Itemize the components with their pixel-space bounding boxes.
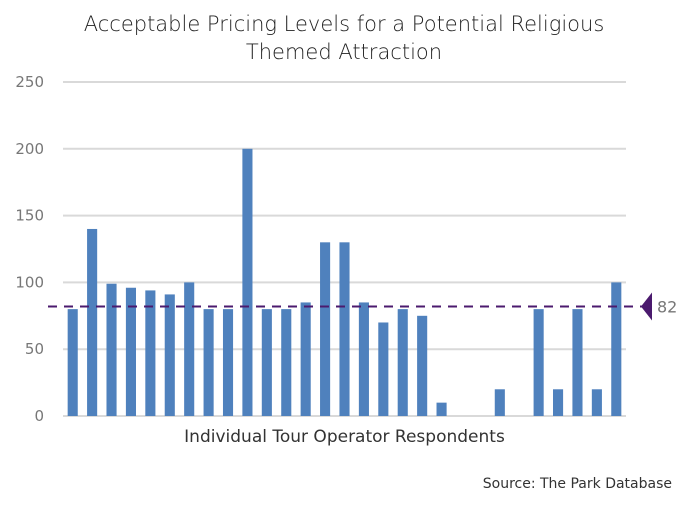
bar [591, 389, 602, 416]
x-axis-label: Individual Tour Operator Respondents [184, 427, 505, 447]
bar [261, 309, 272, 416]
bar [378, 322, 389, 416]
bar [145, 290, 156, 416]
bar [222, 309, 234, 416]
bar [164, 294, 175, 416]
y-tick-label: 100 [15, 273, 44, 291]
chart-title: Acceptable Pricing Levels for a Potentia… [0, 10, 688, 66]
bar [67, 309, 78, 416]
bar [436, 402, 447, 416]
bar [417, 315, 428, 416]
y-tick-label: 250 [15, 73, 44, 91]
bar [242, 148, 253, 417]
bar [300, 302, 311, 416]
y-tick-label: 0 [34, 407, 44, 425]
bar [572, 309, 583, 416]
bar [553, 389, 564, 416]
bar [494, 389, 505, 416]
bar [358, 302, 369, 416]
bar [125, 287, 136, 416]
bar [611, 282, 622, 416]
title-line-1: Acceptable Pricing Levels for a Potentia… [83, 12, 605, 36]
bar [281, 309, 292, 416]
source-note: Source: The Park Database [482, 476, 672, 492]
reference-marker [641, 292, 652, 321]
bar [320, 242, 331, 416]
bar [533, 309, 544, 416]
y-tick-label: 200 [15, 140, 44, 158]
reference-label: 82 [657, 297, 677, 316]
title-line-2: Themed Attraction [245, 40, 443, 64]
bar [87, 228, 98, 416]
y-tick-label: 150 [15, 207, 44, 225]
bar [106, 283, 117, 416]
y-tick-label: 50 [25, 340, 44, 358]
bar [203, 309, 214, 416]
bar [339, 242, 350, 416]
bar [184, 282, 195, 416]
bar [397, 309, 408, 416]
